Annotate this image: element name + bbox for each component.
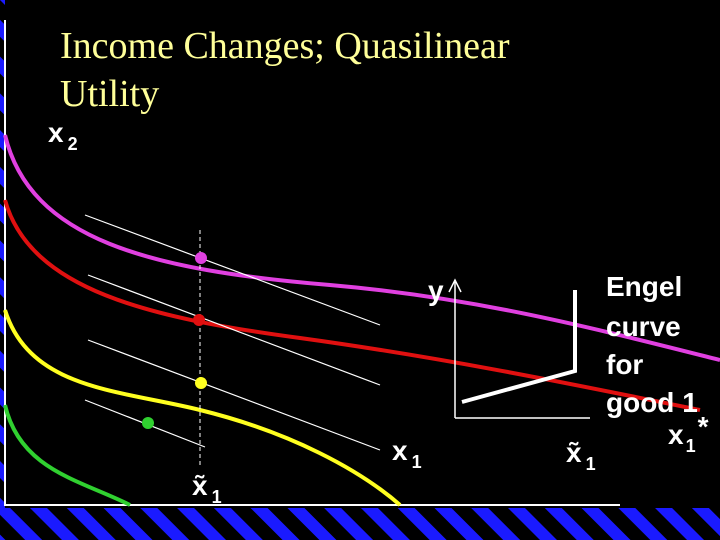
indifference-curve [3, 199, 701, 412]
stripe-left [0, 0, 5, 540]
engel-caption: Engel curve for good 1 [606, 271, 698, 418]
axis-label: y [428, 275, 444, 306]
optimum-point [142, 417, 154, 429]
caption-line: curve [606, 311, 681, 342]
engel-curve [461, 290, 577, 404]
optimum-point [195, 377, 207, 389]
axis-marker: x̃ 1 [192, 470, 222, 507]
caption-line: for [606, 349, 643, 380]
indifference-curve [3, 404, 131, 507]
title-line: Income Changes; Quasilinear [60, 25, 510, 67]
arrow-head [448, 278, 462, 293]
axis-label: x 1* [668, 411, 709, 456]
title-line: Utility [60, 73, 159, 115]
caption-line: Engel [606, 271, 682, 302]
stripe-bottom [0, 508, 720, 540]
caption-line: good 1 [606, 387, 698, 418]
axis-marker: x̃ 1 [566, 437, 596, 474]
optimum-point [195, 252, 207, 264]
optimum-point [193, 314, 205, 326]
indifference-curve [3, 134, 720, 362]
indifference-curve [3, 309, 402, 507]
